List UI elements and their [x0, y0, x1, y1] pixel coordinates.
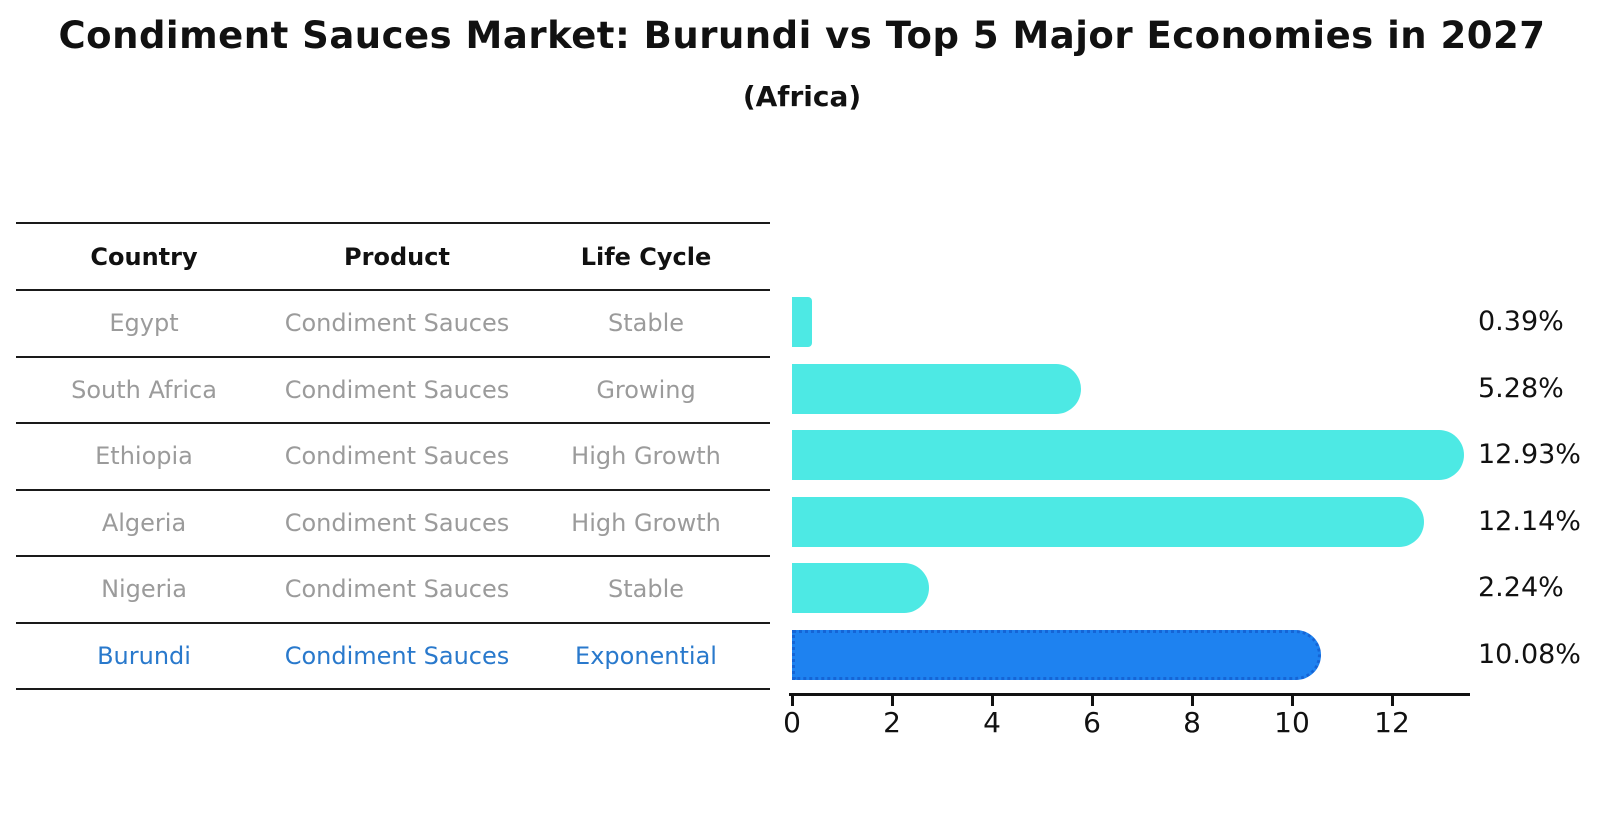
- bar-south-africa: [792, 363, 1081, 414]
- bar-row-ethiopia: 12.93%: [792, 422, 1581, 489]
- x-tick-12: [1391, 696, 1394, 706]
- x-tick-label-8: 8: [1183, 706, 1201, 739]
- cell-country: Egypt: [109, 309, 179, 338]
- x-tick-label-0: 0: [783, 706, 801, 739]
- cell-life-cycle: Stable: [607, 309, 685, 338]
- cell-product: Condiment Sauces: [284, 442, 510, 471]
- cell-country: Nigeria: [101, 575, 187, 604]
- bar-row-algeria: 12.14%: [792, 489, 1581, 556]
- cell-product: Condiment Sauces: [284, 508, 510, 537]
- bar-row-burundi: 10.08%: [792, 622, 1581, 689]
- cell-country: Algeria: [101, 508, 187, 537]
- table-row-egypt: Egypt Condiment Sauces Stable: [16, 289, 770, 356]
- x-tick-10: [1291, 696, 1294, 706]
- table-row-burundi: Burundi Condiment Sauces Exponential: [16, 621, 770, 689]
- x-tick-4: [991, 696, 994, 706]
- bar-ethiopia: [792, 430, 1464, 480]
- x-axis-line: [789, 693, 1470, 696]
- bar-egypt: [792, 297, 812, 347]
- cell-product: Condiment Sauces: [284, 375, 510, 404]
- bar-algeria: [792, 496, 1424, 547]
- table-row-algeria: Algeria Condiment Sauces High Growth: [16, 488, 770, 556]
- cell-life-cycle: High Growth: [571, 442, 721, 471]
- cell-country: Burundi: [97, 641, 191, 670]
- cell-life-cycle: High Growth: [571, 508, 721, 537]
- bar-plot-area: 0.39% 5.28% 12.93% 12.14% 2.24% 10.08%: [792, 289, 1581, 689]
- x-tick-2: [891, 696, 894, 706]
- chart-subtitle: (Africa): [742, 80, 862, 113]
- bar-row-egypt: 0.39%: [792, 289, 1564, 356]
- cell-product: Condiment Sauces: [284, 575, 510, 604]
- bar-row-nigeria: 2.24%: [792, 555, 1564, 622]
- cell-life-cycle: Growing: [596, 375, 696, 404]
- x-tick-6: [1091, 696, 1094, 706]
- bar-nigeria: [792, 563, 929, 613]
- value-label-south-africa: 5.28%: [1478, 372, 1564, 404]
- value-label-egypt: 0.39%: [1478, 306, 1564, 337]
- value-label-nigeria: 2.24%: [1478, 572, 1564, 603]
- cell-life-cycle: Exponential: [575, 641, 717, 670]
- cell-life-cycle: Stable: [607, 575, 685, 604]
- value-label-burundi: 10.08%: [1478, 638, 1581, 670]
- x-tick-0: [791, 696, 794, 706]
- cell-product: Condiment Sauces: [284, 309, 510, 338]
- x-tick-label-2: 2: [883, 706, 901, 739]
- table-header-row: Country Product Life Cycle: [16, 222, 770, 289]
- chart-title: Condiment Sauces Market: Burundi vs Top …: [58, 14, 1546, 57]
- x-tick-label-10: 10: [1274, 706, 1310, 739]
- table-row-nigeria: Nigeria Condiment Sauces Stable: [16, 555, 770, 622]
- comparison-table: Country Product Life Cycle Egypt Condimen…: [16, 222, 770, 690]
- bar-row-south-africa: 5.28%: [792, 356, 1564, 423]
- highlight-bar-burundi: [792, 629, 1321, 680]
- x-tick-label-12: 12: [1374, 706, 1410, 739]
- column-header-country: Country: [90, 242, 198, 271]
- cell-product: Condiment Sauces: [284, 641, 510, 670]
- table-row-ethiopia: Ethiopia Condiment Sauces High Growth: [16, 422, 770, 489]
- value-label-algeria: 12.14%: [1478, 505, 1581, 537]
- column-header-life-cycle: Life Cycle: [580, 242, 712, 271]
- column-header-product: Product: [344, 242, 450, 271]
- table-row-south-africa: South Africa Condiment Sauces Growing: [16, 355, 770, 423]
- cell-country: South Africa: [71, 375, 217, 404]
- x-tick-8: [1191, 696, 1194, 706]
- x-tick-label-6: 6: [1083, 706, 1101, 739]
- cell-country: Ethiopia: [95, 442, 193, 471]
- value-label-ethiopia: 12.93%: [1478, 439, 1581, 470]
- x-tick-label-4: 4: [983, 706, 1001, 739]
